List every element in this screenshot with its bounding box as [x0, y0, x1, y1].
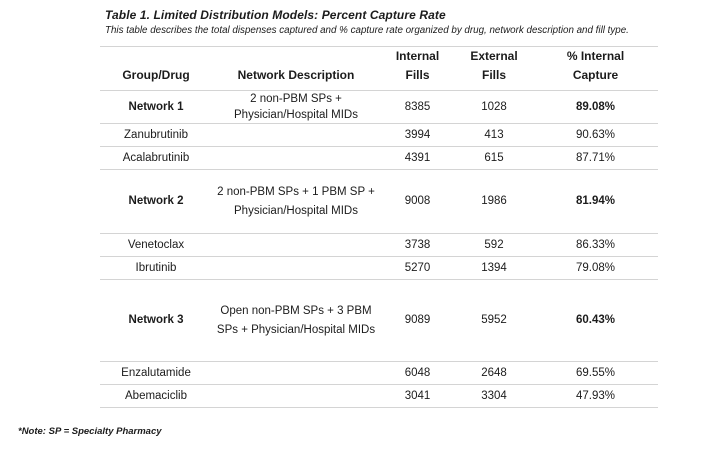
table-title: Table 1. Limited Distribution Models: Pe…	[105, 8, 446, 22]
group-cell: Zanubrutinib	[100, 123, 212, 148]
description-cell: 2 non-PBM SPs + Physician/Hospital MIDs	[212, 90, 380, 125]
description-cell	[212, 256, 380, 281]
group-cell: Acalabrutinib	[100, 146, 212, 171]
table-row-venetoclax: Venetoclax 3738 592 86.33%	[100, 233, 658, 258]
group-cell: Network 1	[100, 90, 212, 125]
description-cell	[212, 233, 380, 258]
group-cell: Ibrutinib	[100, 256, 212, 281]
description-cell	[212, 361, 380, 386]
internal-fills-cell: 3041	[380, 384, 455, 409]
capture-rate-table: Group/Drug Network Description Internal …	[100, 45, 658, 409]
capture-cell: 47.93%	[533, 384, 658, 409]
internal-fills-cell: 9089	[380, 279, 455, 363]
external-fills-cell: 615	[455, 146, 533, 171]
table-row-zanubrutinib: Zanubrutinib 3994 413 90.63%	[100, 123, 658, 148]
description-cell: Open non-PBM SPs + 3 PBM SPs + Physician…	[212, 279, 380, 363]
group-cell: Abemaciclib	[100, 384, 212, 409]
capture-cell: 86.33%	[533, 233, 658, 258]
external-fills-cell: 3304	[455, 384, 533, 409]
group-cell: Venetoclax	[100, 233, 212, 258]
internal-fills-cell: 5270	[380, 256, 455, 281]
internal-fills-cell: 9008	[380, 169, 455, 235]
table-row-network-3: Network 3 Open non-PBM SPs + 3 PBM SPs +…	[100, 279, 658, 363]
external-fills-cell: 592	[455, 233, 533, 258]
group-cell: Network 3	[100, 279, 212, 363]
description-cell	[212, 123, 380, 148]
capture-cell: 81.94%	[533, 169, 658, 235]
capture-cell: 87.71%	[533, 146, 658, 171]
table-row-acalabrutinib: Acalabrutinib 4391 615 87.71%	[100, 146, 658, 171]
description-cell: 2 non-PBM SPs + 1 PBM SP + Physician/Hos…	[212, 169, 380, 235]
group-cell: Enzalutamide	[100, 361, 212, 386]
external-fills-cell: 5952	[455, 279, 533, 363]
external-fills-cell: 1028	[455, 90, 533, 125]
group-cell: Network 2	[100, 169, 212, 235]
table-row-ibrutinib: Ibrutinib 5270 1394 79.08%	[100, 256, 658, 281]
external-fills-cell: 413	[455, 123, 533, 148]
footnote: *Note: SP = Specialty Pharmacy	[18, 426, 162, 437]
table-row-enzalutamide: Enzalutamide 6048 2648 69.55%	[100, 361, 658, 386]
description-cell	[212, 146, 380, 171]
header-network-description: Network Description	[212, 45, 380, 92]
header-internal-fills: Internal Fills	[380, 45, 455, 92]
internal-fills-cell: 8385	[380, 90, 455, 125]
external-fills-cell: 1394	[455, 256, 533, 281]
capture-cell: 60.43%	[533, 279, 658, 363]
internal-fills-cell: 3738	[380, 233, 455, 258]
description-cell	[212, 384, 380, 409]
table-row-abemaciclib: Abemaciclib 3041 3304 47.93%	[100, 384, 658, 409]
capture-cell: 89.08%	[533, 90, 658, 125]
header-external-fills: External Fills	[455, 45, 533, 92]
external-fills-cell: 2648	[455, 361, 533, 386]
header-group-drug: Group/Drug	[100, 45, 212, 92]
internal-fills-cell: 6048	[380, 361, 455, 386]
internal-fills-cell: 3994	[380, 123, 455, 148]
capture-cell: 90.63%	[533, 123, 658, 148]
table-row-network-1: Network 1 2 non-PBM SPs + Physician/Hosp…	[100, 90, 658, 125]
capture-cell: 69.55%	[533, 361, 658, 386]
external-fills-cell: 1986	[455, 169, 533, 235]
table-row-network-2: Network 2 2 non-PBM SPs + 1 PBM SP + Phy…	[100, 169, 658, 235]
capture-cell: 79.08%	[533, 256, 658, 281]
header-row: Group/Drug Network Description Internal …	[100, 45, 658, 92]
header-percent-internal-capture: % Internal Capture	[533, 45, 658, 92]
table-subtitle: This table describes the total dispenses…	[105, 25, 629, 36]
internal-fills-cell: 4391	[380, 146, 455, 171]
